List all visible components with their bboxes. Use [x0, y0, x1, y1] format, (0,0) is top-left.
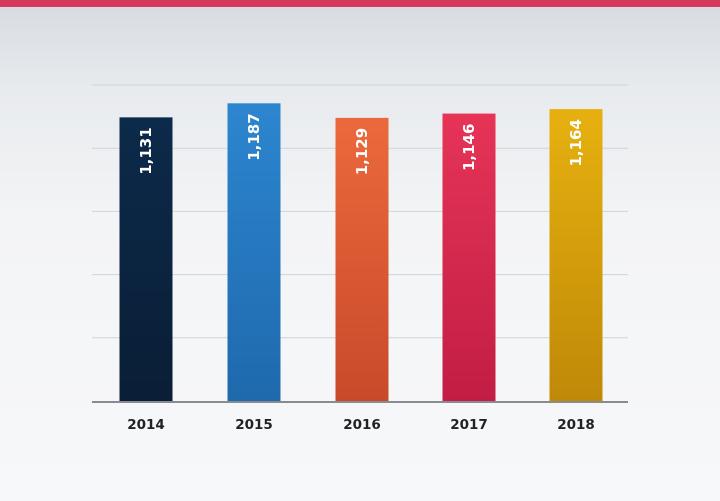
bar-value-label: 1,129: [353, 128, 371, 175]
x-tick-label: 2015: [235, 417, 273, 433]
top-accent-bar: [0, 0, 720, 7]
x-axis: 2014 2015 2016 2017 2018: [92, 401, 628, 433]
bar-value-label: 1,187: [245, 113, 263, 160]
bar-2016: [335, 117, 389, 401]
bar-2017: [442, 113, 496, 401]
bars: 1,131 1,187 1,129 1,146 1,164: [119, 103, 603, 402]
bar-value-label: 1,164: [567, 119, 585, 166]
x-tick-label: 2018: [557, 417, 595, 433]
x-tick-label: 2016: [343, 417, 381, 433]
bar-value-label: 1,146: [460, 124, 478, 171]
x-tick-label: 2017: [450, 417, 488, 433]
bar-value-label: 1,131: [137, 127, 155, 174]
x-tick-label: 2014: [127, 417, 165, 433]
bar-2018: [549, 109, 603, 402]
bar-2014: [119, 117, 173, 401]
bar-2015: [227, 103, 281, 402]
